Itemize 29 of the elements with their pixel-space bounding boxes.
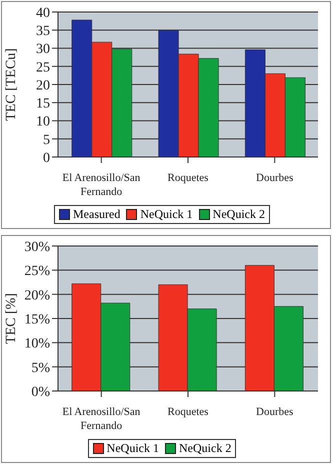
- y-tick-label: 10%: [24, 336, 50, 352]
- y-tick-label: 15: [36, 96, 50, 112]
- legend-label: Measured: [72, 207, 120, 222]
- y-tick-label: 25%: [24, 264, 50, 280]
- y-tick-label: 15%: [24, 312, 50, 328]
- x-tick-label: Roquetes: [168, 406, 208, 418]
- y-tick-label: 30%: [24, 240, 50, 255]
- legend-label: NeQuick 1: [139, 207, 193, 222]
- y-tick-label: 30: [36, 42, 50, 58]
- legend-label: NeQuick 2: [212, 207, 265, 222]
- y-tick-label: 5: [43, 132, 50, 148]
- y-tick-label: 40: [36, 6, 50, 21]
- x-tick-label: Dourbes: [256, 172, 294, 184]
- y-tick-label: 0: [43, 150, 50, 166]
- y-tick-label: 0%: [31, 384, 50, 400]
- y-tick-label: 5%: [31, 360, 50, 376]
- x-tick-label: Dourbes: [256, 406, 294, 418]
- x-tick-label: El Arenosillo/San Fernando: [62, 172, 141, 198]
- y-tick-label: 10: [36, 114, 50, 130]
- y-axis-title: TEC [%]: [4, 293, 19, 344]
- y-tick-label: 20%: [24, 288, 50, 304]
- y-tick-label: 20: [36, 78, 50, 94]
- y-tick-label: 25: [36, 60, 50, 76]
- x-tick-label: El Arenosillo/San Fernando: [62, 406, 141, 432]
- y-tick-label: 35: [36, 24, 50, 40]
- legend-label: NeQuick 2: [178, 441, 232, 456]
- y-axis-title: TEC [TECu]: [4, 48, 19, 121]
- x-tick-label: Roquetes: [168, 172, 208, 184]
- legend-label: NeQuick 1: [106, 441, 159, 456]
